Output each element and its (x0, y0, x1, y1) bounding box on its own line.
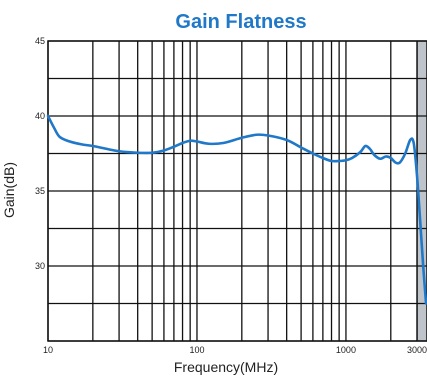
y-tick-label: 30 (35, 261, 45, 271)
tick-labels: 10 100 1000 3000 45 40 35 30 (35, 36, 427, 355)
y-tick-label: 40 (35, 111, 45, 121)
x-tick-label: 3000 (407, 345, 427, 355)
plot-frame (47, 40, 427, 342)
y-axis-label: Gain(dB) (1, 162, 17, 218)
series-layer (46, 114, 427, 305)
y-tick-label: 45 (35, 36, 45, 46)
y-tick-label: 35 (35, 186, 45, 196)
x-tick-label: 10 (43, 345, 53, 355)
series-line (46, 114, 427, 305)
chart-title: Gain Flatness (175, 11, 306, 33)
x-tick-label: 100 (189, 345, 204, 355)
x-axis-label: Frequency(MHz) (174, 359, 278, 375)
grid (47, 40, 427, 342)
x-tick-label: 1000 (336, 345, 356, 355)
